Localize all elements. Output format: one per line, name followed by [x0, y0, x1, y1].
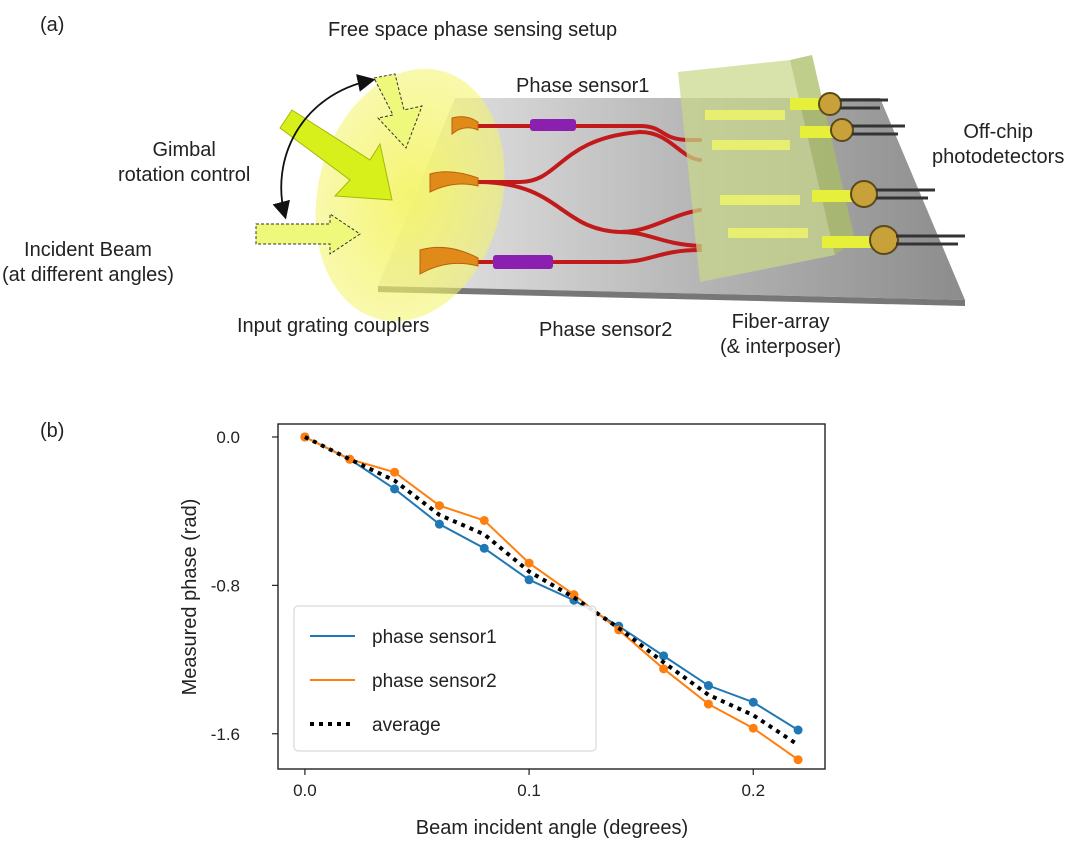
panel-a-title: Free space phase sensing setup — [328, 19, 618, 41]
data-point — [390, 484, 400, 494]
series-line-phase-sensor1 — [304, 436, 799, 731]
data-point — [793, 755, 803, 765]
label-photodetectors-line1: Off-chip — [963, 121, 1033, 143]
series-line-average — [304, 435, 800, 747]
data-point — [748, 697, 758, 707]
label-photodetectors-line2: photodetectors — [932, 146, 1065, 168]
y-tick-label: -0.8 — [211, 576, 240, 595]
legend-label: phase sensor2 — [372, 671, 497, 692]
data-point — [703, 681, 713, 691]
setup-schematic — [255, 55, 965, 322]
legend-box — [293, 605, 597, 752]
y-axis-label: Measured phase (rad) — [179, 499, 201, 696]
label-phase-sensor1: Phase sensor1 — [516, 75, 650, 97]
legend-label: average — [372, 715, 441, 736]
phase-shifter-1 — [530, 119, 576, 131]
label-input-grating-couplers: Input grating couplers — [237, 315, 430, 337]
photodetectors — [790, 92, 965, 255]
x-tick-label: 0.0 — [293, 781, 317, 800]
label-photodetectors: Off-chip photodetectors — [932, 120, 1064, 170]
grating-couplers — [419, 116, 479, 275]
label-phase-sensor2: Phase sensor2 — [539, 319, 673, 341]
label-fiber-array: Fiber-array (& interposer) — [720, 310, 841, 360]
x-tick-label: 0.2 — [741, 781, 765, 800]
x-tick-label: 0.1 — [517, 781, 541, 800]
data-point — [479, 515, 489, 525]
data-point — [524, 575, 534, 585]
label-fiber-array-line2: (& interposer) — [720, 336, 842, 358]
data-point — [434, 519, 444, 529]
y-tick-label: -1.6 — [211, 725, 240, 744]
data-point — [659, 664, 669, 674]
legend: phase sensor1 phase sensor2 average — [293, 605, 597, 752]
beam-arrow-upper — [373, 73, 423, 149]
label-gimbal-line1: Gimbal — [152, 139, 216, 161]
label-incident-beam: Incident Beam (at different angles) — [2, 238, 174, 288]
panel-b-tag: (b) — [40, 420, 65, 442]
series-line-phase-sensor2 — [304, 436, 799, 761]
legend-label: phase sensor1 — [372, 627, 497, 648]
y-ticks: 0.0 -0.8 -1.6 — [211, 428, 278, 744]
gimbal-rotation-arrow — [272, 74, 376, 220]
panel-a-tag: (a) — [40, 14, 65, 36]
label-gimbal: Gimbal rotation control — [118, 138, 250, 188]
series-group — [300, 432, 803, 765]
plot-frame — [277, 423, 826, 770]
label-incident-line2: (at different angles) — [2, 264, 174, 286]
x-ticks: 0.0 0.1 0.2 — [293, 769, 765, 800]
label-incident-line1: Incident Beam — [24, 239, 152, 261]
beam-arrow-lower — [255, 213, 361, 255]
x-axis-label: Beam incident angle (degrees) — [416, 817, 688, 839]
data-point — [793, 725, 803, 735]
y-tick-label: 0.0 — [216, 428, 240, 447]
data-point — [479, 543, 489, 553]
data-point — [703, 699, 713, 709]
data-point — [390, 467, 400, 477]
phase-shifter-2 — [493, 255, 553, 269]
label-fiber-array-line1: Fiber-array — [731, 311, 830, 333]
data-point — [524, 558, 534, 568]
data-point — [748, 723, 758, 733]
data-point — [659, 651, 669, 661]
data-point — [434, 501, 444, 511]
label-gimbal-line2: rotation control — [118, 164, 251, 186]
